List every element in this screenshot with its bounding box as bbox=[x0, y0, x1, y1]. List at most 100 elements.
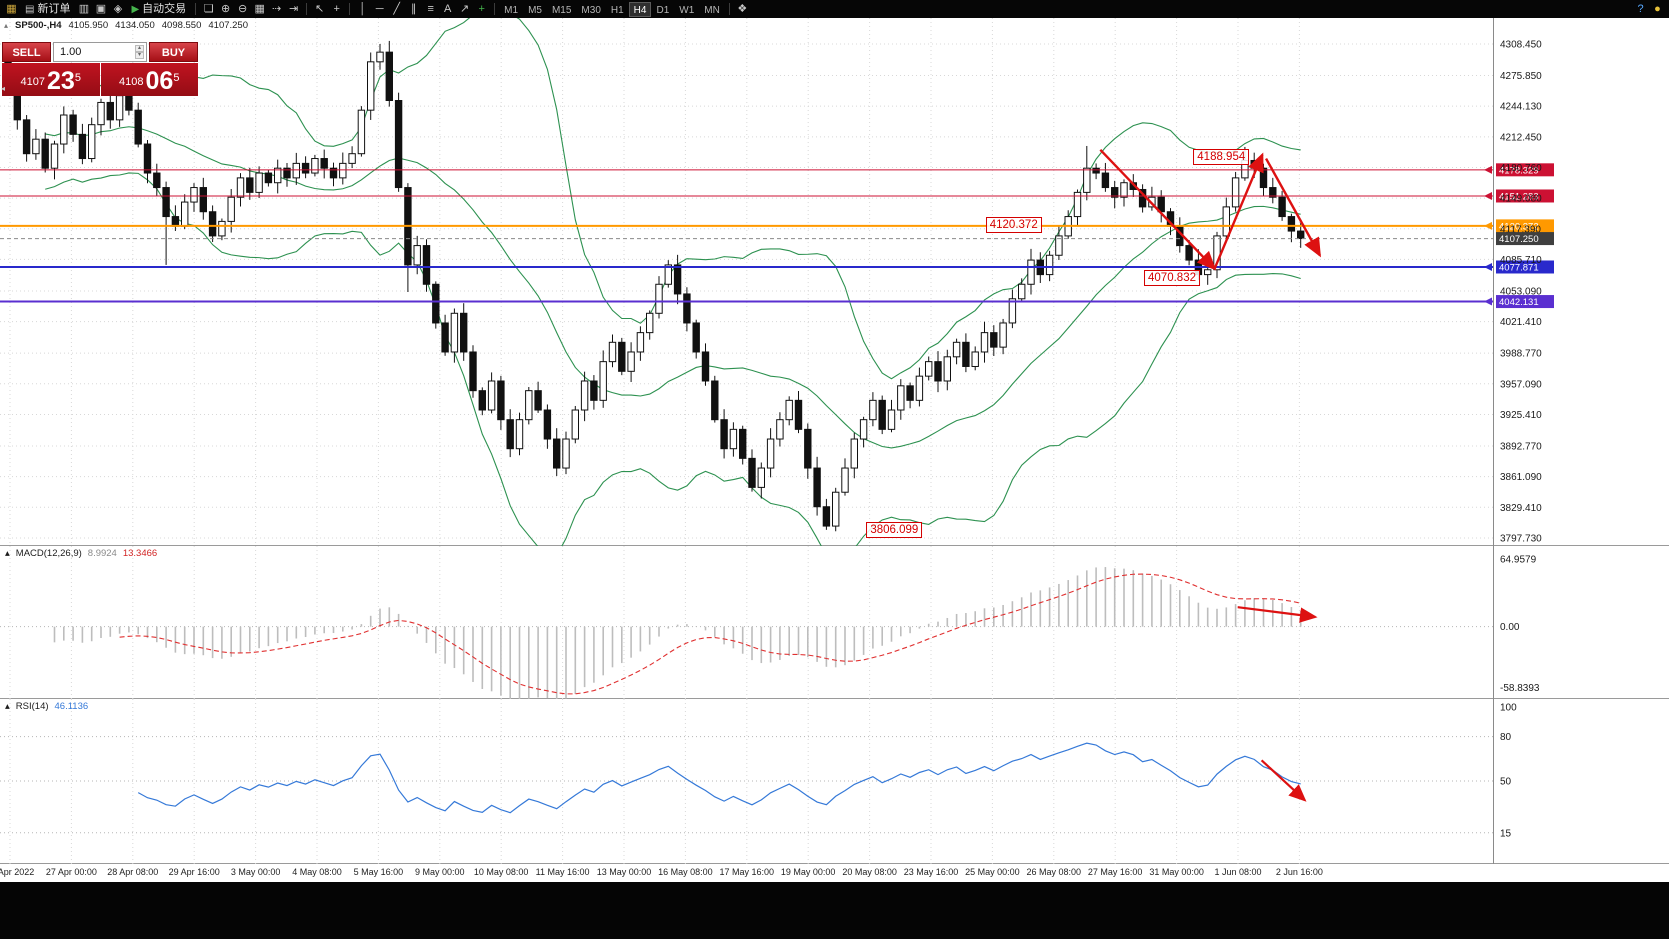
symbol-label: SP500-,H4 bbox=[15, 20, 62, 31]
macd-axis: 64.9579 0.00 -58.8393 bbox=[1500, 555, 1540, 694]
text-label-icon[interactable]: A bbox=[443, 3, 452, 15]
level-edge-arrow-icon bbox=[1484, 191, 1492, 200]
spinner-down-icon[interactable]: ▾ bbox=[134, 52, 144, 59]
svg-text:50: 50 bbox=[1500, 777, 1512, 788]
time-axis-label: 26 May 08:00 bbox=[1026, 867, 1082, 877]
macd-label: MACD(12,26,9) bbox=[15, 548, 82, 559]
rsi-trend-arrow bbox=[1260, 759, 1307, 802]
new-order-button-label: 新订单 bbox=[37, 3, 71, 15]
rsi-chart[interactable]: 100 80 50 15 bbox=[0, 699, 1669, 864]
autotrading-button-label: 自动交易 bbox=[142, 3, 187, 15]
timeframe-w1[interactable]: W1 bbox=[679, 4, 695, 16]
crosshair-icon[interactable]: + bbox=[333, 3, 340, 15]
svg-text:3988.770: 3988.770 bbox=[1500, 349, 1542, 360]
fibonacci-icon[interactable]: ≡ bbox=[427, 3, 434, 15]
level-edge-arrow-icon bbox=[1484, 262, 1492, 271]
chart-profiles-icon[interactable]: ▥ bbox=[78, 3, 90, 15]
svg-text:80: 80 bbox=[1500, 732, 1512, 743]
grid bbox=[9, 699, 1300, 864]
auto-scroll-icon[interactable]: ⇢ bbox=[272, 3, 282, 15]
autotrading-button[interactable]: ▶ 自动交易 bbox=[126, 1, 191, 17]
price-tag bbox=[1496, 295, 1554, 309]
navigator-icon[interactable]: ◈ bbox=[113, 3, 123, 15]
sell-price-figure: 4107 bbox=[20, 76, 46, 88]
new-order-button[interactable]: ▤ 新订单 bbox=[20, 1, 75, 17]
toolbar-separator bbox=[349, 3, 351, 15]
price-tag bbox=[1496, 260, 1554, 274]
svg-text:4275.850: 4275.850 bbox=[1500, 71, 1542, 82]
sell-price-point: 5 bbox=[74, 72, 81, 84]
time-axis-label: 5 May 16:00 bbox=[353, 867, 404, 877]
indicators-icon[interactable]: + bbox=[478, 3, 485, 15]
macd-chart[interactable]: 64.9579 0.00 -58.8393 bbox=[0, 546, 1669, 699]
new-order-icon: ▤ bbox=[25, 3, 35, 15]
horizontal-line-icon[interactable]: ─ bbox=[375, 3, 384, 15]
timeframe-m30[interactable]: M30 bbox=[581, 4, 601, 16]
time-axis[interactable]: 26 Apr 2022 27 Apr 00:00 28 Apr 08:00 29 Ap… bbox=[0, 864, 1669, 882]
price-annotation[interactable]: 4188.954 bbox=[1193, 148, 1250, 165]
macd-indicator-panel: 64.9579 0.00 -58.8393 ▴ MACD(12,26,9) 8.99… bbox=[0, 546, 1669, 699]
candlestick-chart[interactable]: 4178.329 4151.283 4120.372 4077.871 4042.131… bbox=[0, 18, 1669, 546]
templates-icon[interactable]: ❖ bbox=[737, 3, 748, 15]
vertical-line-icon[interactable]: │ bbox=[359, 3, 367, 15]
timeframe-d1[interactable]: D1 bbox=[656, 4, 670, 16]
time-axis-label: 3 May 00:00 bbox=[230, 867, 281, 877]
arrow-objects-icon[interactable]: ↗ bbox=[460, 3, 470, 15]
bollinger-middle-band bbox=[45, 126, 1301, 449]
chart-shift-icon[interactable]: ⇥ bbox=[289, 3, 299, 15]
time-axis-label: 16 May 08:00 bbox=[658, 867, 713, 877]
buy-price-display[interactable]: 4108 06 5 bbox=[100, 63, 198, 96]
time-axis-label: 26 Apr 2022 bbox=[0, 867, 35, 877]
macd-signal-value: 13.3466 bbox=[122, 548, 158, 559]
macd-collapse-icon[interactable]: ▴ bbox=[5, 548, 10, 559]
volume-value[interactable]: 1.00 bbox=[60, 46, 82, 58]
svg-text:15: 15 bbox=[1500, 828, 1512, 839]
bar-open-value: 4105.950 bbox=[68, 20, 109, 31]
time-axis-label: 13 May 00:00 bbox=[596, 867, 652, 877]
one-click-collapse-icon[interactable]: ◂ bbox=[1, 84, 6, 93]
level-edge-arrow-icon bbox=[1484, 165, 1492, 174]
trendline-icon[interactable]: ╱ bbox=[393, 3, 400, 15]
time-axis-label: 17 May 16:00 bbox=[719, 867, 775, 877]
svg-text:4021.410: 4021.410 bbox=[1500, 317, 1542, 328]
market-watch-icon[interactable]: ▣ bbox=[95, 3, 107, 15]
price-annotation[interactable]: 4070.832 bbox=[1144, 269, 1200, 286]
volume-spinner[interactable]: ▴ ▾ bbox=[134, 45, 144, 59]
timeframe-m15[interactable]: M15 bbox=[551, 4, 572, 16]
sell-price-display[interactable]: 4107 23 5 bbox=[2, 63, 100, 96]
price-tag bbox=[1496, 219, 1554, 233]
timeframe-h4[interactable]: H4 bbox=[628, 1, 652, 17]
buy-price-point: 5 bbox=[173, 72, 180, 84]
volume-input[interactable]: 1.00 ▴ ▾ bbox=[53, 42, 147, 62]
bollinger-upper-band bbox=[44, 18, 1301, 380]
rsi-collapse-icon[interactable]: ▴ bbox=[5, 701, 10, 712]
zoom-in-icon[interactable]: ⊕ bbox=[221, 3, 231, 15]
time-axis-label: 9 May 00:00 bbox=[415, 867, 465, 877]
chart-collapse-icon[interactable]: ▴ bbox=[4, 21, 9, 30]
buy-button[interactable]: BUY bbox=[149, 42, 198, 62]
tile-windows-icon[interactable]: ▦ bbox=[254, 3, 265, 15]
rsi-axis: 100 80 50 15 bbox=[1500, 703, 1517, 840]
timeframe-m5[interactable]: M5 bbox=[528, 4, 542, 16]
time-axis-label: 1 Jun 08:00 bbox=[1214, 867, 1262, 877]
sell-button[interactable]: SELL bbox=[2, 42, 51, 62]
timeframe-mn[interactable]: MN bbox=[704, 4, 720, 16]
zoom-out-icon[interactable]: ⊖ bbox=[238, 3, 248, 15]
rsi-line bbox=[137, 742, 1301, 814]
price-tag bbox=[1496, 163, 1554, 177]
spinner-up-icon[interactable]: ▴ bbox=[134, 45, 144, 52]
new-window-icon[interactable]: ❏ bbox=[203, 3, 214, 15]
timeframe-m1[interactable]: M1 bbox=[504, 4, 519, 16]
timeframe-h1[interactable]: H1 bbox=[610, 4, 624, 16]
new-chart-icon[interactable]: ▦ bbox=[6, 3, 17, 15]
price-tag bbox=[1496, 232, 1554, 246]
price-annotation[interactable]: 4120.372 bbox=[985, 217, 1042, 234]
equidistant-channel-icon[interactable]: ∥ bbox=[410, 3, 417, 15]
cursor-icon[interactable]: ↖ bbox=[315, 3, 325, 15]
macd-main-value: 8.9924 bbox=[87, 548, 117, 559]
notifications-icon[interactable]: ● bbox=[1654, 3, 1661, 15]
help-icon[interactable]: ? bbox=[1637, 3, 1644, 15]
svg-text:3861.090: 3861.090 bbox=[1500, 472, 1542, 483]
price-annotation[interactable]: 3806.099 bbox=[866, 521, 923, 538]
time-axis-label: 25 May 00:00 bbox=[965, 867, 1020, 877]
